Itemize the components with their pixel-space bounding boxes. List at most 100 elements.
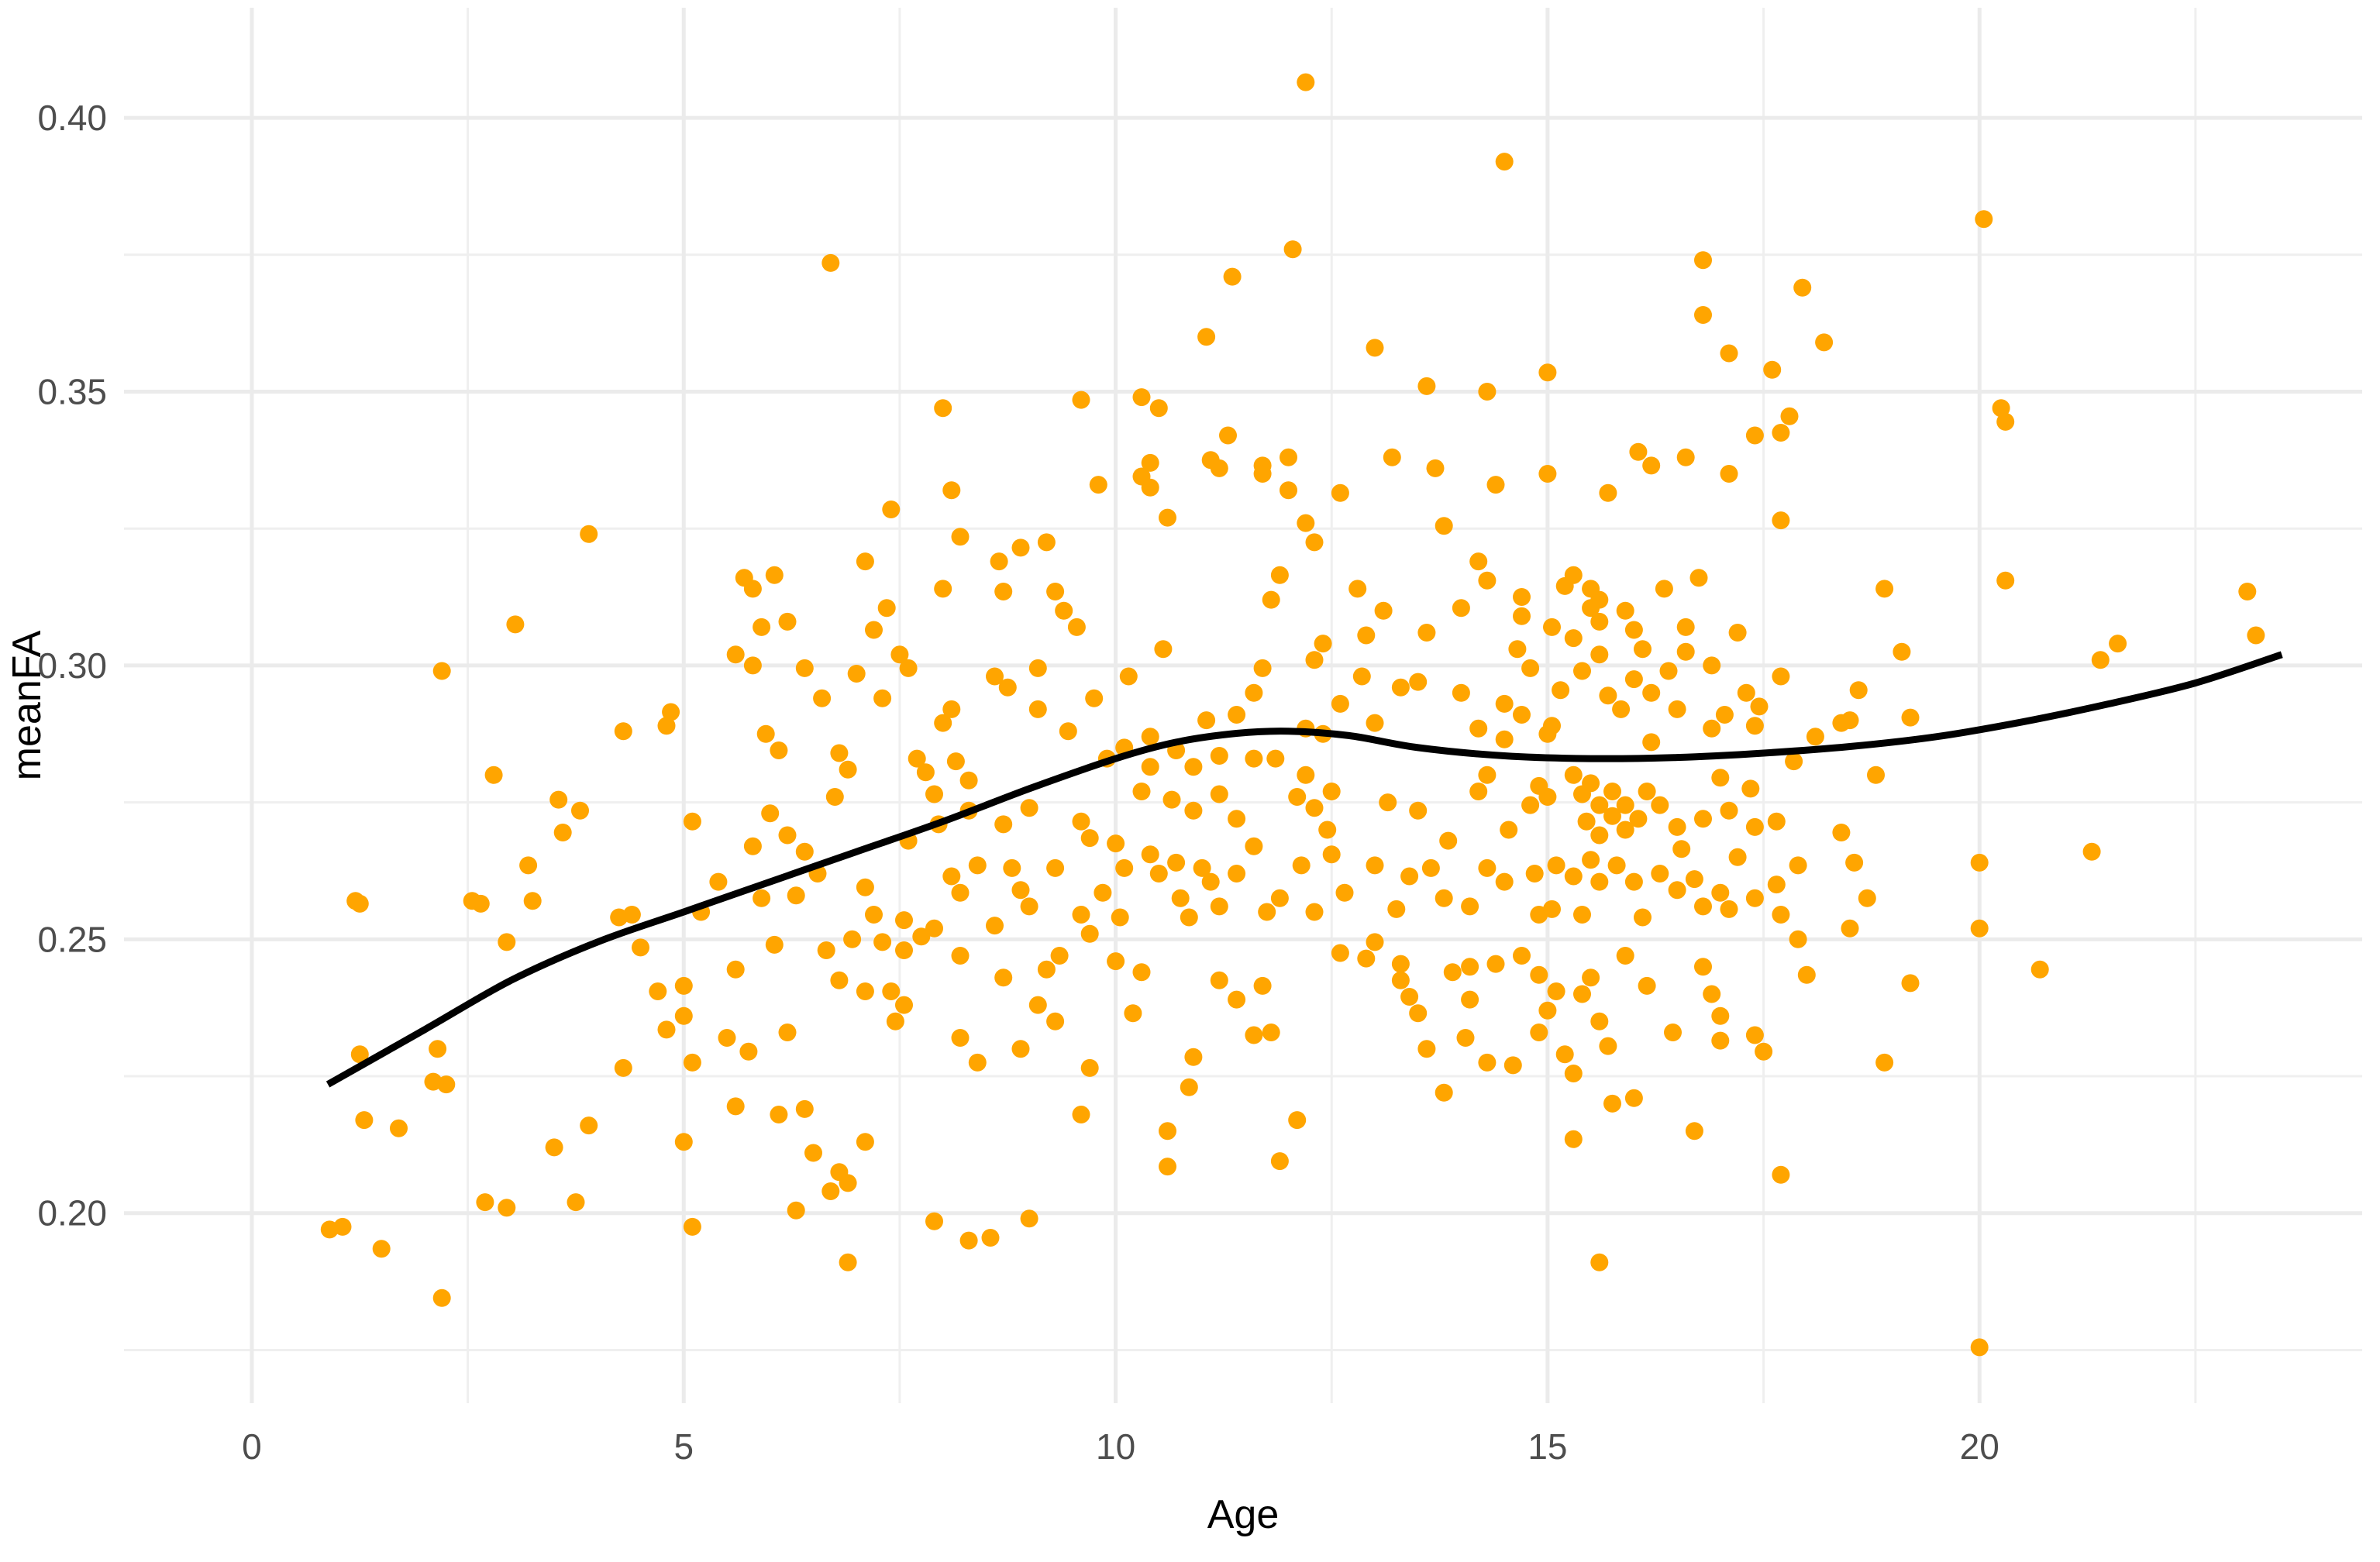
data-point bbox=[1348, 580, 1367, 598]
data-point bbox=[1642, 456, 1661, 475]
data-point bbox=[1107, 952, 1125, 971]
data-point bbox=[795, 659, 814, 677]
y-axis-title: meanFA bbox=[5, 630, 50, 780]
data-point bbox=[1741, 779, 1760, 798]
data-point bbox=[942, 481, 961, 500]
data-point bbox=[1629, 442, 1648, 461]
data-point bbox=[1028, 996, 1047, 1014]
data-point bbox=[761, 804, 780, 823]
data-point bbox=[1745, 1026, 1764, 1044]
data-point bbox=[1119, 667, 1138, 686]
data-point bbox=[1435, 1083, 1453, 1102]
data-point bbox=[1149, 865, 1168, 882]
data-point bbox=[506, 615, 525, 634]
data-point bbox=[355, 1111, 374, 1130]
data-point bbox=[2238, 583, 2257, 600]
data-point bbox=[429, 1040, 447, 1058]
data-point bbox=[1132, 963, 1151, 982]
data-point bbox=[1676, 618, 1695, 636]
data-point bbox=[1288, 1111, 1307, 1130]
data-point bbox=[1832, 824, 1851, 841]
data-point bbox=[1011, 881, 1030, 900]
data-point bbox=[1478, 858, 1497, 877]
data-point bbox=[1996, 571, 2015, 590]
data-point bbox=[1689, 569, 1708, 587]
data-point bbox=[1055, 601, 1073, 620]
data-point bbox=[1703, 719, 1721, 738]
data-point bbox=[1210, 747, 1228, 765]
data-point bbox=[1806, 728, 1824, 746]
data-point bbox=[895, 911, 913, 930]
data-point bbox=[990, 552, 1008, 571]
data-point bbox=[476, 1193, 494, 1212]
data-point bbox=[1391, 955, 1410, 973]
data-point bbox=[1970, 853, 1989, 872]
data-point bbox=[1201, 451, 1220, 470]
x-tick-label: 20 bbox=[1960, 1426, 1999, 1467]
data-point bbox=[1642, 733, 1661, 752]
smooth-trend-line bbox=[325, 651, 2283, 1088]
data-point bbox=[1555, 1045, 1574, 1064]
data-point bbox=[1793, 278, 1812, 297]
data-point bbox=[1867, 766, 1885, 784]
data-point bbox=[662, 703, 680, 721]
data-point bbox=[1020, 897, 1038, 916]
data-point bbox=[1495, 730, 1514, 748]
data-point bbox=[959, 771, 978, 790]
data-point bbox=[1046, 583, 1065, 600]
data-point bbox=[1318, 821, 1337, 839]
y-axis-tick-labels: 0.20 0.25 0.30 0.35 0.40 bbox=[37, 98, 107, 1233]
data-point bbox=[739, 1042, 758, 1061]
data-point bbox=[994, 969, 1013, 987]
data-point bbox=[795, 1099, 814, 1118]
data-point bbox=[1400, 988, 1419, 1006]
data-point bbox=[1162, 790, 1181, 809]
data-point bbox=[1391, 678, 1410, 697]
data-point bbox=[1003, 858, 1021, 877]
data-point bbox=[1538, 363, 1557, 382]
data-point bbox=[1763, 360, 1782, 379]
data-point bbox=[683, 1217, 701, 1236]
data-point bbox=[865, 621, 883, 639]
data-point bbox=[1582, 851, 1600, 869]
data-point bbox=[770, 1106, 788, 1123]
data-point bbox=[1603, 783, 1621, 800]
data-point bbox=[1197, 711, 1216, 730]
data-point bbox=[1469, 552, 1488, 571]
data-point bbox=[657, 717, 676, 735]
x-tick-label: 15 bbox=[1528, 1426, 1567, 1467]
data-point bbox=[753, 889, 771, 907]
data-point bbox=[821, 1182, 840, 1200]
data-point bbox=[1184, 801, 1203, 820]
data-point bbox=[1258, 903, 1276, 921]
data-point bbox=[1253, 659, 1272, 677]
data-point bbox=[856, 878, 874, 896]
data-point bbox=[1132, 388, 1151, 407]
data-point bbox=[1676, 642, 1695, 661]
data-point bbox=[1599, 1037, 1617, 1055]
data-point bbox=[1676, 448, 1695, 466]
data-point bbox=[1314, 635, 1332, 653]
data-point bbox=[683, 1053, 701, 1072]
data-point bbox=[912, 927, 931, 946]
data-point bbox=[1573, 985, 1591, 1003]
data-point bbox=[1228, 810, 1246, 828]
data-point bbox=[1011, 1040, 1030, 1058]
data-point bbox=[1366, 339, 1384, 357]
data-point bbox=[1072, 1106, 1090, 1123]
data-point bbox=[934, 714, 952, 732]
data-point bbox=[1184, 758, 1203, 776]
data-point bbox=[674, 1133, 693, 1151]
data-point bbox=[1901, 974, 1920, 993]
data-point bbox=[1409, 673, 1428, 691]
data-point bbox=[1486, 955, 1505, 973]
data-point bbox=[1374, 601, 1393, 620]
data-point bbox=[1322, 845, 1341, 864]
data-point bbox=[484, 766, 503, 784]
data-point bbox=[1322, 783, 1341, 800]
data-point bbox=[1538, 465, 1557, 483]
data-point bbox=[1270, 566, 1289, 584]
data-point bbox=[1080, 924, 1099, 943]
data-point bbox=[580, 525, 598, 543]
data-point bbox=[1720, 801, 1738, 820]
